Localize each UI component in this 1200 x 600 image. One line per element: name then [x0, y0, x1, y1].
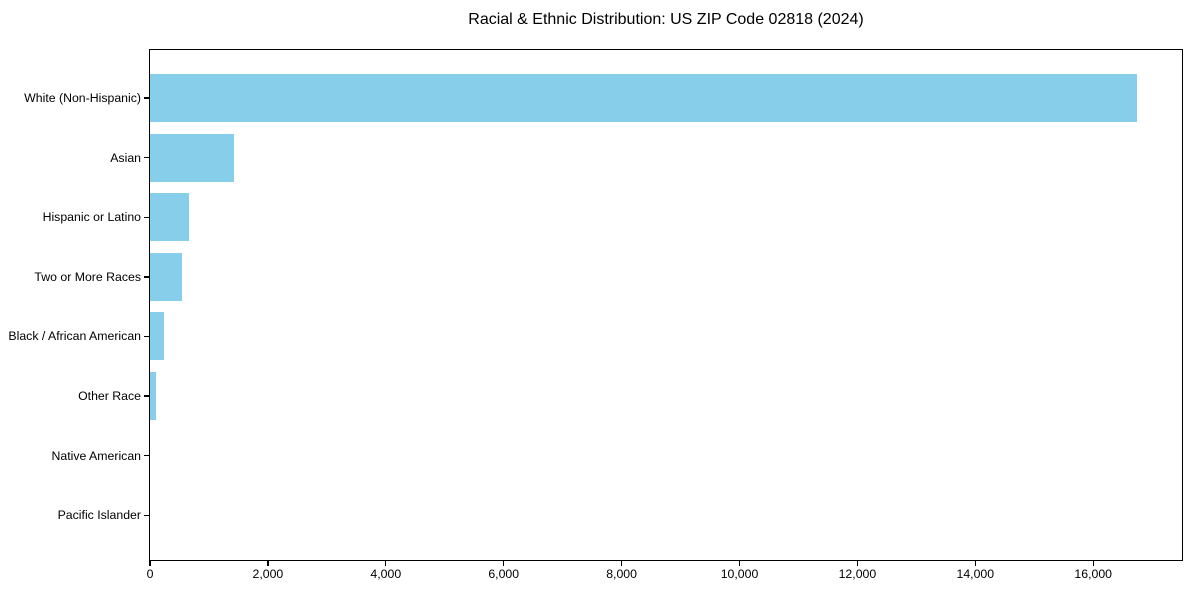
x-tick-label: 10,000 — [720, 567, 759, 581]
y-tick-mark — [143, 514, 149, 516]
chart-title: Racial & Ethnic Distribution: US ZIP Cod… — [468, 11, 864, 28]
bar — [150, 252, 183, 301]
x-tick-label: 12,000 — [838, 567, 877, 581]
y-tick-mark — [143, 276, 149, 278]
x-tick-mark — [267, 561, 269, 566]
x-tick-label: 0 — [146, 567, 154, 581]
y-tick-mark — [143, 335, 149, 338]
x-tick-mark — [856, 561, 859, 566]
x-tick-mark — [503, 561, 505, 566]
category-label: Pacific Islander — [57, 508, 141, 523]
y-tick-mark — [143, 97, 149, 99]
x-tick-mark — [385, 561, 387, 566]
x-tick-mark — [1092, 561, 1094, 566]
category-label: Black / African American — [8, 329, 141, 344]
category-label: Two or More Races — [34, 269, 141, 284]
x-tick-label: 16,000 — [1074, 567, 1113, 581]
category-label: Asian — [110, 150, 141, 165]
y-tick-mark — [143, 156, 149, 159]
y-tick-mark — [143, 395, 149, 397]
x-tick-mark — [738, 561, 741, 566]
x-tick-label: 8,000 — [606, 567, 637, 581]
bar — [150, 312, 165, 361]
bar — [150, 193, 190, 242]
bar — [150, 133, 235, 182]
x-tick-mark — [974, 561, 976, 566]
x-tick-label: 6,000 — [488, 567, 520, 581]
plot-area: White (Non-Hispanic) Asian Hispanic or Lat… — [8, 49, 1183, 581]
category-label: White (Non-Hispanic) — [24, 91, 141, 105]
x-tick-label: 4,000 — [370, 567, 402, 581]
y-tick-mark — [143, 455, 149, 457]
x-tick-mark — [149, 561, 151, 566]
bar — [150, 372, 156, 421]
y-tick-mark — [143, 216, 149, 218]
category-label: Native American — [51, 448, 141, 463]
bar — [150, 74, 1137, 122]
x-tick-label: 14,000 — [956, 567, 995, 581]
x-tick-mark — [620, 561, 623, 566]
category-label: Other Race — [78, 389, 141, 404]
x-tick-label: 2,000 — [252, 567, 284, 581]
category-label: Hispanic or Latino — [42, 210, 141, 225]
